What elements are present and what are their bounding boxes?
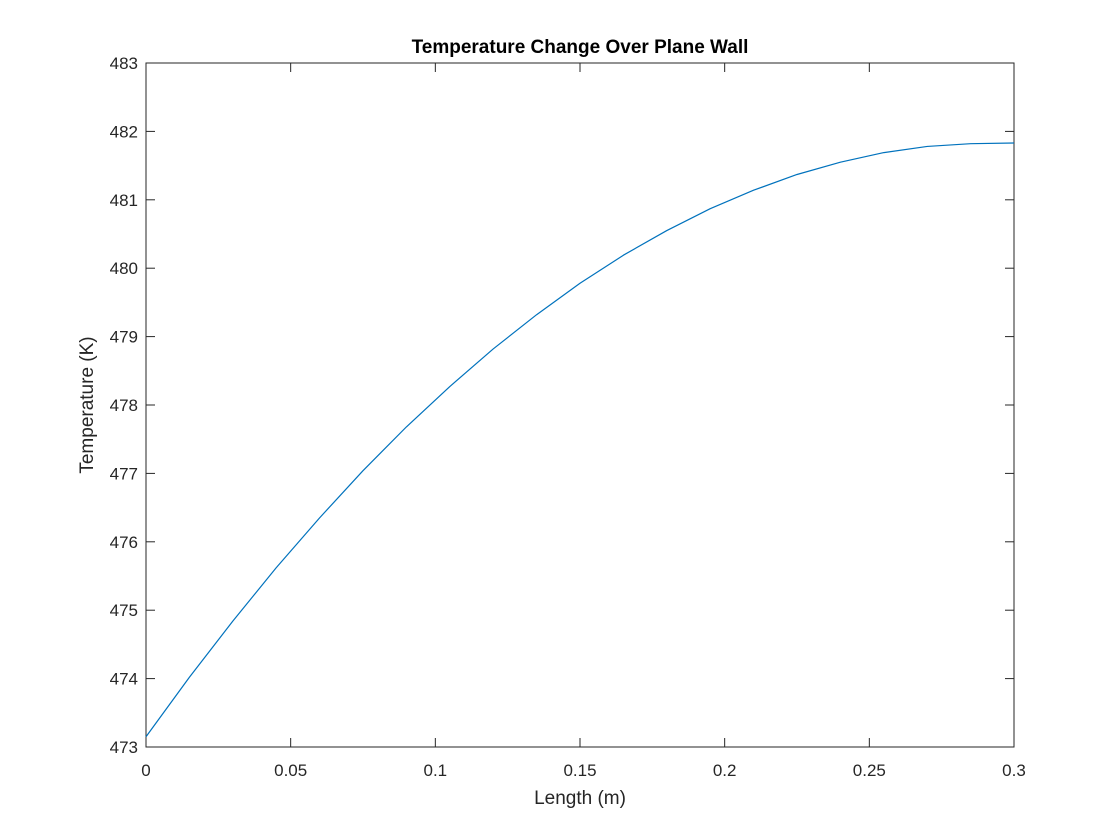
axes-box (145, 62, 1015, 748)
y-axis-label: Temperature (K) (77, 336, 98, 473)
y-tick-label: 480 (110, 259, 138, 278)
x-tick-label: 0.1 (424, 761, 448, 780)
y-tick-label: 479 (110, 328, 138, 347)
y-tick-label: 482 (110, 122, 138, 141)
x-axis-label: Length (m) (534, 788, 626, 809)
y-tick-label: 474 (110, 670, 138, 689)
series-line (145, 142, 1015, 738)
y-tick-label: 483 (110, 54, 138, 73)
y-tick-label: 481 (110, 191, 138, 210)
y-tick-label: 475 (110, 601, 138, 620)
series-layer (145, 142, 1015, 738)
x-tick-label: 0.3 (1002, 761, 1026, 780)
x-tick-label: 0.2 (713, 761, 737, 780)
x-tick-label: 0.05 (274, 761, 307, 780)
chart-title: Temperature Change Over Plane Wall (412, 37, 749, 58)
y-tick-label: 477 (110, 464, 138, 483)
y-tick-label: 473 (110, 738, 138, 757)
y-tick-label: 478 (110, 396, 138, 415)
x-tick-label: 0.25 (853, 761, 886, 780)
x-tick-label: 0.15 (563, 761, 596, 780)
ticks-layer: 0 0.05 0.1 0.15 0.2 0.25 0.3 473 474 475 476 477 478… (110, 54, 1026, 780)
y-tick-label: 476 (110, 533, 138, 552)
x-tick-label: 0 (141, 761, 150, 780)
